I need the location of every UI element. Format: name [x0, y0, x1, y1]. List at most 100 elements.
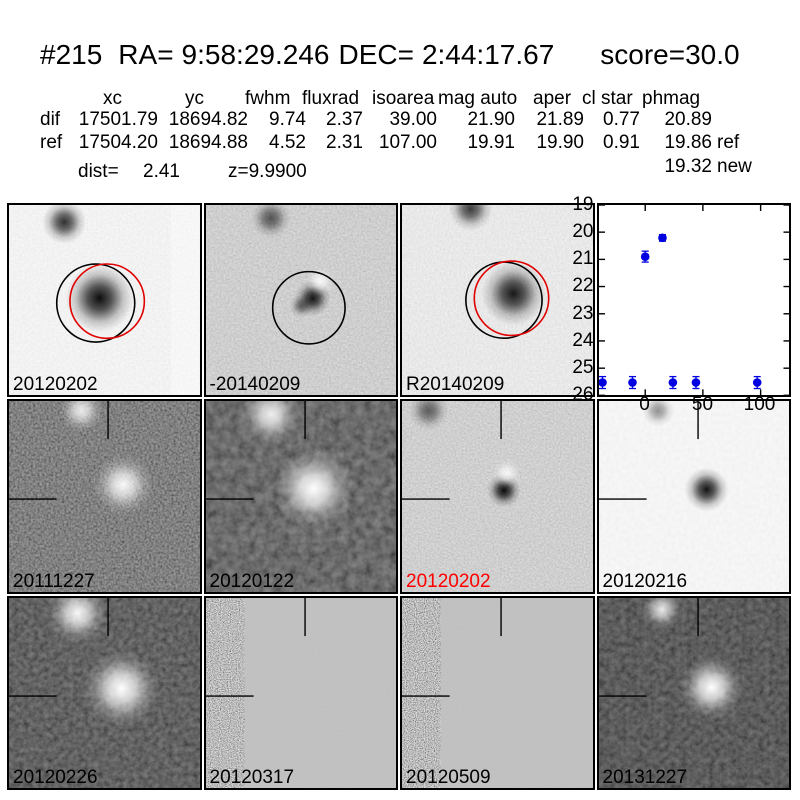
ra-value: 9:58:29.246 [181, 39, 330, 70]
dist-label: dist= [78, 161, 119, 182]
cutout-panel-R20140209: R20140209 [400, 203, 595, 398]
score-value: 30.0 [685, 39, 740, 70]
y-tick-label: 23 [572, 303, 594, 324]
cutout-panel-20120509: 20120509 [400, 595, 595, 790]
bright-source-blob [240, 401, 301, 445]
y-tick-label: 24 [572, 330, 594, 351]
col-header-cl-star: cl star [582, 88, 633, 109]
ref-xc: 17504.20 [78, 132, 158, 153]
aperture-circle [69, 263, 146, 340]
dark-source-blob [288, 293, 313, 318]
bright-source-blob [59, 401, 104, 433]
dif-yc: 18694.82 [168, 109, 248, 130]
y-tick-label: 20 [572, 221, 594, 242]
cutout-date-label: -20140209 [209, 374, 301, 396]
x-tick-label: 100 [743, 394, 776, 415]
cutout-panel-20120122: 20120122 [203, 399, 398, 594]
col-header-mag-auto: mag auto [438, 88, 518, 109]
aperture-circle [271, 270, 346, 345]
dist-value: 2.41 [143, 161, 180, 182]
cutout-date-label: 20120509 [406, 766, 491, 788]
cutout-image-svg [402, 205, 593, 396]
ref-isoarea: 107.00 [378, 132, 437, 153]
cutout-panel-20120216: 20120216 [596, 399, 791, 594]
noise-strip [402, 597, 439, 788]
cutout-image-svg [598, 597, 789, 788]
new-phmag-suffix: new [717, 156, 752, 177]
ref-yc: 18694.88 [168, 132, 248, 153]
cutout-date-label: 20111227 [13, 570, 95, 592]
data-point [668, 378, 677, 387]
score-label: score= [600, 39, 686, 70]
cutout-panel-20131227: 20131227 [596, 595, 791, 790]
col-header-isoarea: isoarea [372, 88, 435, 109]
cutout-date-label: R20140209 [406, 374, 505, 396]
dark-source-blob [65, 264, 134, 333]
data-point [657, 233, 667, 243]
data-point [640, 252, 650, 261]
new-phmag: 19.32 [664, 156, 712, 177]
bright-source-blob [47, 597, 108, 643]
col-header-aper: aper [533, 88, 572, 109]
dif-fluxrad: 2.37 [326, 109, 363, 130]
ref-cl-star: 0.91 [603, 132, 640, 153]
dif-mag-auto: 21.90 [467, 109, 515, 130]
dif-isoarea: 39.00 [389, 109, 437, 130]
dif-fwhm: 9.74 [269, 109, 306, 130]
dif-xc: 17501.79 [78, 109, 158, 130]
bright-source-blob [273, 448, 354, 529]
cutout-image-svg [402, 401, 593, 592]
cutout-image-svg [9, 205, 200, 396]
cutout-image-svg [205, 597, 396, 788]
x-tick-label: 50 [691, 394, 714, 415]
dark-source-blob [684, 467, 729, 512]
lightcurve-svg [598, 205, 789, 396]
bright-source-blob [641, 597, 682, 630]
dark-source-blob [42, 205, 87, 245]
ref-mag-auto: 19.91 [467, 132, 515, 153]
col-header-fwhm: fwhm [245, 88, 291, 109]
ref-phmag: 19.86 [664, 132, 712, 153]
cutout-panel--20140209: -20140209 [203, 203, 398, 398]
cutout-grid: 20120202 -20140209 R20140209 19 20 21 22 23 2… [7, 194, 791, 790]
ref-fluxrad: 2.31 [326, 132, 363, 153]
ra-label: RA= [118, 39, 174, 70]
cutout-date-label: 20120317 [209, 766, 295, 788]
cutout-date-label: 20120216 [602, 570, 688, 592]
dark-source-blob [641, 401, 674, 427]
y-tick-label: 21 [572, 248, 594, 269]
col-header-xc: xc [103, 88, 122, 109]
cutout-date-label: 20120122 [209, 570, 295, 592]
dark-source-blob [250, 205, 291, 239]
y-tick-label: 22 [572, 275, 594, 296]
z-value: z=9.9900 [228, 161, 307, 182]
ref-phmag-suffix: ref [717, 132, 740, 153]
cutout-image-svg [598, 401, 789, 592]
dif-phmag: 20.89 [664, 109, 712, 130]
cutout-image-svg [205, 205, 396, 396]
cutout-date-label: 20120202 [13, 374, 98, 396]
col-header-phmag: phmag [642, 88, 701, 109]
dif-aper: 21.89 [536, 109, 584, 130]
bright-source-blob [93, 455, 154, 516]
col-header-yc: yc [185, 88, 204, 109]
cutout-date-label: 20120202 [406, 570, 491, 592]
y-tick-label: 25 [572, 357, 594, 378]
cutout-panel-20120202: 20120202 [400, 399, 595, 594]
data-point [752, 378, 762, 387]
data-point [598, 378, 607, 387]
cutout-panel-20120202: 20120202 [7, 203, 202, 398]
y-tick-label: 19 [572, 194, 594, 215]
dark-source-blob [481, 261, 546, 326]
row-label-ref: ref [40, 132, 63, 153]
object-id: #215 [40, 39, 103, 70]
bright-source-blob [83, 650, 160, 727]
cutout-image-svg [9, 597, 200, 788]
cutout-panel-20111227: 20111227 [7, 399, 202, 594]
data-point [627, 378, 637, 387]
aperture-circle [473, 260, 550, 337]
dark-source-blob [448, 205, 493, 231]
row-label-dif: dif [40, 109, 61, 130]
lightcurve-panel: 19 20 21 22 23 24 25 26 0 50 100 [572, 194, 791, 415]
